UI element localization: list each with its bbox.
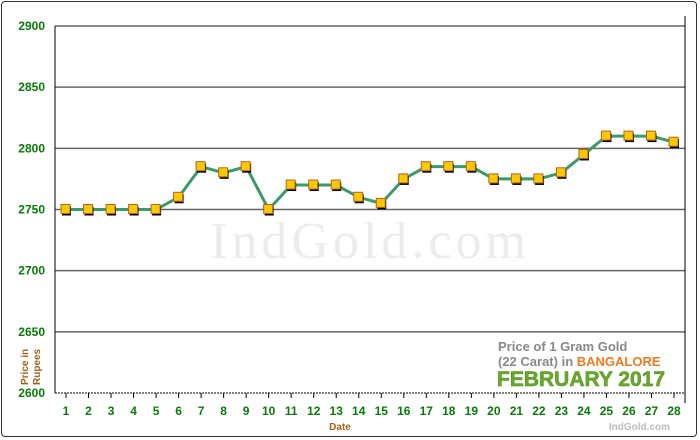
legend-title-2: (22 Carat) in BANGALORE — [498, 354, 661, 369]
data-point — [330, 179, 341, 190]
data-point — [645, 130, 656, 141]
data-point — [105, 204, 116, 214]
y-tick-label: 2850 — [18, 80, 45, 94]
data-point — [308, 179, 319, 190]
price-line — [66, 134, 675, 213]
data-point — [668, 136, 679, 147]
y-tick-label: 2600 — [18, 386, 45, 400]
x-tick-label: 24 — [577, 404, 591, 418]
x-tick-label: 13 — [330, 404, 344, 418]
x-tick-label: 2 — [85, 404, 92, 418]
x-tick-label: 6 — [175, 404, 182, 418]
data-point — [488, 173, 499, 184]
x-tick-label: 11 — [285, 404, 298, 418]
x-tick-label: 22 — [532, 404, 546, 418]
x-tick-label: 28 — [667, 404, 681, 418]
watermark: IndGold.com — [210, 213, 530, 270]
x-tick-label: 9 — [243, 404, 250, 418]
data-point — [578, 148, 589, 159]
data-point — [128, 204, 139, 214]
credit: IndGold.com — [609, 422, 670, 433]
x-tick-label: 15 — [375, 404, 389, 418]
data-point — [285, 179, 296, 190]
y-tick-label: 2800 — [18, 141, 45, 155]
x-tick-label: 18 — [442, 404, 456, 418]
data-point — [443, 161, 454, 172]
data-point — [83, 204, 94, 214]
x-tick-label: 7 — [198, 404, 205, 418]
x-tick-label: 8 — [220, 404, 227, 418]
data-point — [533, 173, 544, 184]
x-tick-label: 4 — [130, 404, 137, 418]
x-tick-label: 23 — [555, 404, 569, 418]
y-tick-label: 2650 — [18, 325, 45, 339]
x-tick-label: 27 — [645, 404, 659, 418]
data-point — [623, 130, 634, 141]
data-point — [263, 204, 274, 214]
data-point — [353, 191, 364, 202]
x-tick-label: 10 — [262, 404, 276, 418]
y-tick-label: 2700 — [18, 264, 45, 278]
x-tick-label: 19 — [465, 404, 479, 418]
x-tick-label: 3 — [108, 404, 115, 418]
data-point — [218, 167, 229, 178]
x-tick-label: 1 — [63, 404, 70, 418]
x-tick-label: 14 — [352, 404, 366, 418]
data-point — [465, 161, 476, 172]
y-tick-label: 2900 — [18, 19, 45, 33]
y-tick-label: 2750 — [18, 203, 45, 217]
data-point — [555, 167, 566, 178]
y-axis-label-2: Rupees — [32, 348, 43, 385]
data-point — [375, 197, 386, 208]
x-tick-label: 26 — [622, 404, 636, 418]
data-point — [150, 204, 161, 214]
month-year: FEBRUARY 2017 — [497, 368, 665, 391]
data-point — [420, 161, 431, 172]
x-tick-label: 20 — [487, 404, 501, 418]
x-tick-label: 16 — [397, 404, 411, 418]
data-point — [173, 191, 184, 202]
x-tick-label: 17 — [420, 404, 434, 418]
data-point — [240, 161, 251, 172]
y-axis-label-1: Price in — [20, 349, 31, 385]
legend-title-1: Price of 1 Gram Gold — [498, 339, 627, 354]
data-point — [195, 161, 206, 172]
x-axis-label: Date — [329, 422, 351, 433]
x-tick-label: 12 — [307, 404, 321, 418]
x-tick-label: 21 — [510, 404, 524, 418]
data-point — [510, 173, 521, 184]
x-tick-label: 25 — [600, 404, 614, 418]
data-point — [60, 204, 71, 214]
city-name: BANGALORE — [577, 354, 661, 369]
data-point — [600, 130, 611, 141]
x-tick-label: 5 — [153, 404, 160, 418]
data-point — [398, 173, 409, 184]
